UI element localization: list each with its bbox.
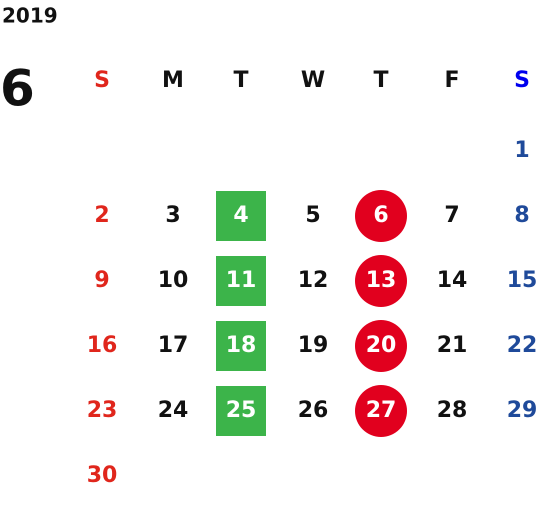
highlight-circle: [355, 255, 407, 307]
day-number: 18: [226, 333, 257, 358]
day-number: 22: [507, 333, 538, 358]
day-number: 9: [94, 268, 109, 293]
highlight-square: [216, 191, 266, 241]
weekday-label: M: [162, 68, 184, 93]
day-number: 23: [87, 398, 118, 423]
day-number: 3: [165, 203, 180, 228]
day-number: 17: [158, 333, 189, 358]
year: 2019: [2, 4, 58, 28]
day-number: 29: [507, 398, 538, 423]
highlight-square: [216, 386, 266, 436]
month: 6: [0, 60, 35, 118]
day-number: 19: [298, 333, 329, 358]
highlight-square: [216, 256, 266, 306]
day-number: 12: [298, 268, 329, 293]
day-number: 26: [298, 398, 329, 423]
day-number: 15: [507, 268, 538, 293]
weekday-label: S: [94, 68, 110, 93]
day-number: 5: [305, 203, 320, 228]
day-number: 2: [94, 203, 109, 228]
day-number: 16: [87, 333, 118, 358]
day-number: 25: [226, 398, 257, 423]
weekday-label: F: [444, 68, 459, 93]
day-number: 8: [514, 203, 529, 228]
day-number: 28: [437, 398, 468, 423]
highlight-circle: [355, 385, 407, 437]
day-number: 14: [437, 268, 468, 293]
weekday-label: T: [233, 68, 248, 93]
day-number: 1: [514, 138, 529, 163]
weekday-label: W: [301, 68, 325, 93]
day-number: 6: [373, 203, 388, 228]
day-number: 30: [87, 463, 118, 488]
day-number: 11: [226, 268, 257, 293]
highlight-circle: [355, 190, 407, 242]
day-number: 4: [233, 203, 248, 228]
day-number: 13: [366, 268, 397, 293]
day-number: 21: [437, 333, 468, 358]
day-number: 7: [444, 203, 459, 228]
weekday-label: S: [514, 68, 530, 93]
day-number: 10: [158, 268, 189, 293]
highlight-square: [216, 321, 266, 371]
day-number: 24: [158, 398, 189, 423]
highlight-circle: [355, 320, 407, 372]
day-number: 20: [366, 333, 397, 358]
weekday-label: T: [373, 68, 388, 93]
day-number: 27: [366, 398, 397, 423]
